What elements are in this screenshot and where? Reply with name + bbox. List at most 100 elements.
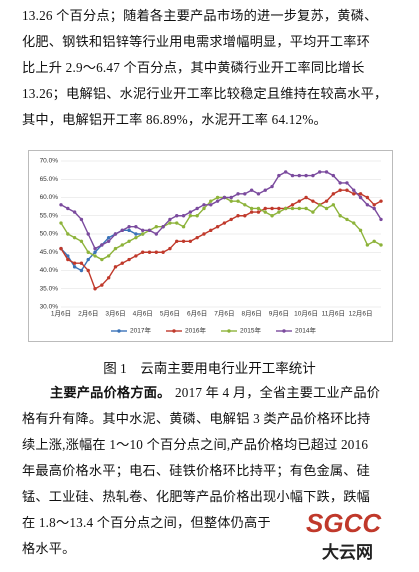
x-tick-label: 9月6日 — [269, 310, 289, 318]
point — [290, 173, 295, 178]
point — [66, 206, 70, 211]
point — [86, 268, 90, 273]
point — [161, 225, 165, 229]
point — [86, 257, 90, 262]
point — [263, 188, 267, 192]
point — [236, 214, 240, 218]
point — [66, 232, 70, 236]
point — [100, 257, 104, 262]
point — [154, 225, 159, 229]
point — [86, 232, 90, 236]
point — [290, 206, 295, 211]
point — [222, 221, 227, 225]
point — [168, 246, 172, 251]
point — [79, 239, 84, 243]
point — [318, 203, 322, 207]
text-line: 化肥、钢铁和铝锌等行业用电需求增幅明显，平均开工率环 — [22, 34, 371, 49]
point — [154, 232, 159, 236]
point — [229, 195, 233, 200]
point — [209, 203, 213, 207]
point — [331, 173, 336, 178]
point — [175, 221, 179, 225]
point — [120, 261, 124, 265]
point — [372, 206, 376, 211]
point — [372, 239, 376, 243]
chart-frame: 30.0% 35.0% 40.0% 45.0% 50.0% 55.0% 60.0% 65.0%… — [28, 150, 393, 342]
text-line: 年最高价格水平；电石、硅铁价格环比持平；有色金属、硅 — [22, 463, 371, 478]
y-tick-label: 35.0% — [40, 285, 59, 292]
legend-marker — [172, 329, 176, 333]
point — [263, 206, 267, 211]
point — [93, 254, 97, 258]
point — [290, 203, 295, 207]
point — [106, 239, 111, 243]
point — [283, 170, 288, 174]
point — [277, 173, 281, 178]
x-tick-label: 2月6日 — [78, 310, 98, 318]
point — [79, 217, 84, 222]
point — [338, 181, 342, 185]
point — [181, 239, 186, 243]
point — [168, 217, 172, 222]
point — [66, 257, 70, 262]
point — [106, 254, 111, 258]
y-tick-label: 55.0% — [40, 212, 59, 219]
point — [256, 192, 261, 196]
x-tick-label: 8月6日 — [242, 310, 262, 318]
point — [93, 246, 97, 251]
point — [297, 206, 301, 211]
point — [202, 206, 206, 211]
legend-marker — [282, 329, 286, 333]
point — [256, 210, 261, 214]
point — [358, 228, 363, 233]
point — [66, 254, 70, 258]
point — [100, 243, 104, 247]
point — [277, 206, 281, 211]
watermark-logo: SGCC — [306, 508, 382, 538]
text-line: 在 1.8～13.4 个百分点之间，但整体仍高于 — [22, 515, 271, 530]
point — [72, 265, 77, 269]
point — [113, 246, 118, 251]
point — [249, 210, 254, 214]
point — [229, 217, 233, 222]
text-line: 13.26 个百分点；随着各主要产品市场的进一步复苏，黄磷、 — [22, 8, 378, 23]
point — [324, 206, 329, 211]
chart: 30.0% 35.0% 40.0% 45.0% 50.0% 55.0% 60.0% 65.0%… — [40, 158, 383, 335]
point — [304, 173, 308, 178]
point — [365, 243, 370, 247]
point — [127, 257, 131, 262]
legend-label: 2016年 — [185, 326, 206, 335]
point — [93, 287, 97, 291]
point — [331, 203, 336, 207]
point — [236, 199, 240, 203]
point — [72, 210, 77, 214]
x-tick-label: 4月6日 — [133, 310, 153, 318]
point — [318, 170, 322, 174]
point — [311, 199, 315, 203]
point — [379, 217, 383, 222]
y-tick-label: 45.0% — [40, 249, 59, 256]
point — [134, 235, 138, 240]
x-tick-label: 3月6日 — [105, 310, 125, 318]
point — [72, 261, 77, 265]
point — [195, 235, 199, 240]
figure-caption: 图 1 云南主要用电行业开工率统计 — [103, 361, 316, 376]
text-line: 续上涨,涨幅在 1～10 个百分点之间,产品价格均已超过 2016 — [22, 437, 369, 452]
point — [304, 206, 308, 211]
point — [222, 195, 227, 200]
point — [134, 254, 138, 258]
point — [379, 199, 383, 203]
point — [127, 225, 131, 229]
x-tick-label: 10月6日 — [294, 310, 318, 318]
point — [365, 195, 370, 200]
text-line: 格水平。 — [22, 541, 76, 556]
point — [270, 184, 274, 189]
point — [195, 214, 199, 218]
point — [100, 283, 104, 287]
point — [86, 250, 90, 254]
point — [243, 192, 247, 196]
point — [93, 250, 97, 254]
x-tick-label: 5月6日 — [160, 310, 180, 318]
y-tick-label: 30.0% — [40, 304, 59, 311]
